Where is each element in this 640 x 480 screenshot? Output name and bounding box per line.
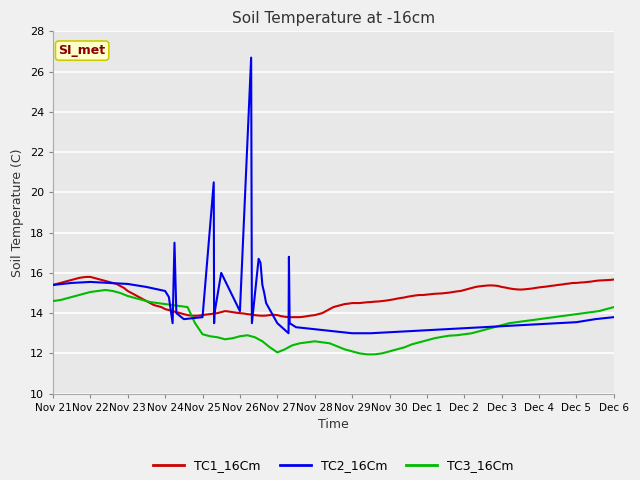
Y-axis label: Soil Temperature (C): Soil Temperature (C) (11, 148, 24, 277)
X-axis label: Time: Time (318, 418, 349, 431)
Legend: TC1_16Cm, TC2_16Cm, TC3_16Cm: TC1_16Cm, TC2_16Cm, TC3_16Cm (148, 454, 519, 477)
Text: SI_met: SI_met (58, 44, 106, 57)
Title: Soil Temperature at -16cm: Soil Temperature at -16cm (232, 11, 435, 26)
